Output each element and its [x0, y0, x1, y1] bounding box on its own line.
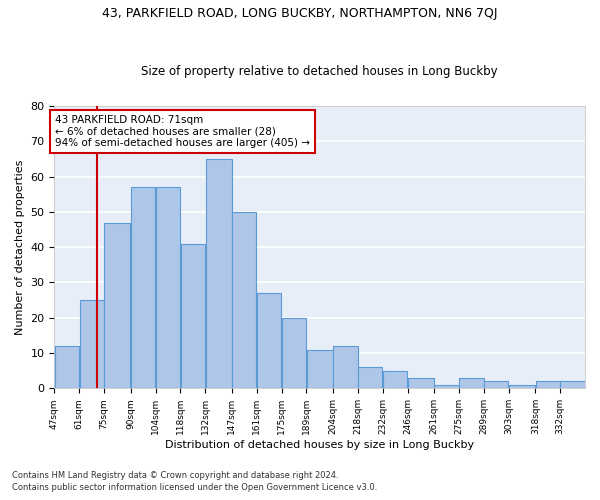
Bar [408, 378, 434, 388]
Bar [282, 318, 306, 388]
Bar [206, 159, 232, 388]
Text: 43, PARKFIELD ROAD, LONG BUCKBY, NORTHAMPTON, NN6 7QJ: 43, PARKFIELD ROAD, LONG BUCKBY, NORTHAM… [102, 8, 498, 20]
Bar [307, 350, 333, 389]
Text: Contains HM Land Registry data © Crown copyright and database right 2024.
Contai: Contains HM Land Registry data © Crown c… [12, 471, 377, 492]
Bar [333, 346, 358, 389]
Bar [536, 382, 560, 388]
Bar [383, 370, 407, 388]
Bar [80, 300, 104, 388]
Bar [434, 385, 459, 388]
Bar [232, 212, 256, 388]
Bar [509, 385, 535, 388]
X-axis label: Distribution of detached houses by size in Long Buckby: Distribution of detached houses by size … [165, 440, 474, 450]
Bar [257, 293, 281, 388]
Bar [55, 346, 79, 389]
Title: Size of property relative to detached houses in Long Buckby: Size of property relative to detached ho… [142, 66, 498, 78]
Bar [131, 187, 155, 388]
Bar [459, 378, 484, 388]
Y-axis label: Number of detached properties: Number of detached properties [15, 160, 25, 335]
Bar [484, 382, 508, 388]
Bar [560, 382, 585, 388]
Bar [156, 187, 180, 388]
Bar [104, 222, 130, 388]
Text: 43 PARKFIELD ROAD: 71sqm
← 6% of detached houses are smaller (28)
94% of semi-de: 43 PARKFIELD ROAD: 71sqm ← 6% of detache… [55, 115, 310, 148]
Bar [358, 367, 382, 388]
Bar [181, 244, 205, 388]
